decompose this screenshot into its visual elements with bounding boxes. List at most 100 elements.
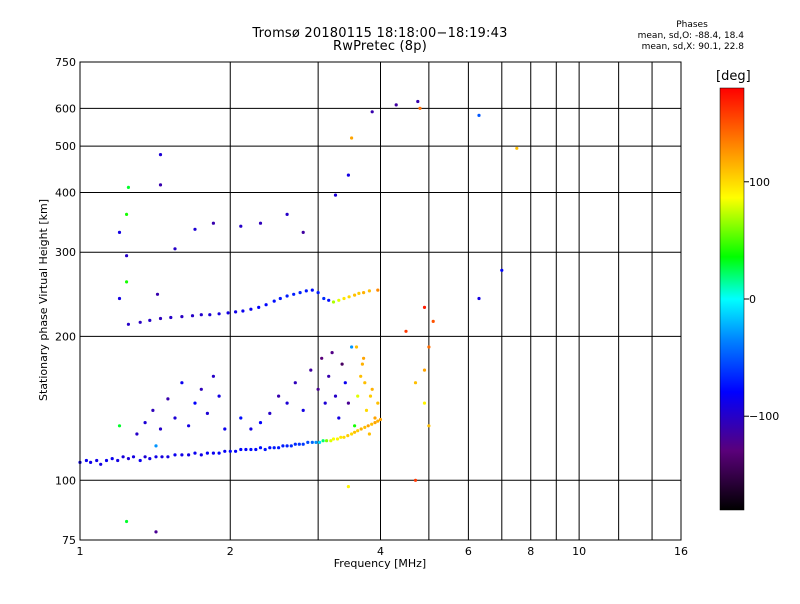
data-point <box>241 309 245 313</box>
data-point <box>117 296 122 301</box>
data-point <box>193 451 197 455</box>
data-point <box>272 299 276 303</box>
data-points <box>78 99 519 534</box>
data-point <box>125 280 129 284</box>
colorbar-tick-label: 0 <box>749 293 756 306</box>
data-point <box>223 449 227 453</box>
data-point <box>477 113 481 117</box>
data-point <box>143 421 147 425</box>
data-point <box>427 424 431 428</box>
data-point <box>154 530 158 534</box>
data-point <box>193 227 197 231</box>
data-point <box>416 99 420 104</box>
data-point <box>125 519 129 524</box>
data-point <box>99 462 103 466</box>
data-point <box>360 362 364 366</box>
data-point <box>131 455 136 459</box>
data-point <box>331 300 336 304</box>
data-point <box>354 345 359 349</box>
data-point <box>301 408 305 412</box>
x-tick-label: 2 <box>227 545 234 558</box>
data-point <box>89 460 93 464</box>
data-point <box>199 387 203 391</box>
x-tick-label: 8 <box>527 545 534 558</box>
data-point <box>346 173 350 177</box>
data-point <box>316 291 320 295</box>
data-point <box>268 446 272 450</box>
y-tick-label: 750 <box>55 56 76 69</box>
data-point <box>373 416 377 420</box>
data-point <box>199 453 203 457</box>
x-tick-label: 6 <box>465 545 472 558</box>
data-point <box>285 401 289 405</box>
data-point <box>337 298 341 302</box>
data-point <box>363 381 367 385</box>
data-point <box>285 294 289 298</box>
data-point <box>363 425 367 429</box>
data-point <box>310 288 314 292</box>
data-point <box>190 314 195 318</box>
data-point <box>151 408 155 412</box>
data-point <box>327 374 331 378</box>
data-point <box>298 291 302 295</box>
data-point <box>258 221 263 225</box>
data-point <box>292 292 296 296</box>
data-point <box>359 374 363 378</box>
data-point <box>277 394 281 398</box>
data-point <box>376 401 380 405</box>
data-point <box>293 381 297 385</box>
data-point <box>356 394 360 398</box>
data-point <box>322 296 326 301</box>
data-point <box>211 451 215 455</box>
y-axis-ticks: 75 100 200 300 400 500 600 750 <box>55 56 76 547</box>
data-point <box>217 451 221 455</box>
data-point <box>353 430 357 434</box>
data-point <box>330 351 334 355</box>
data-point <box>257 305 261 309</box>
data-point <box>121 455 125 459</box>
data-point <box>173 453 177 457</box>
y-tick-label: 500 <box>55 140 76 153</box>
data-point <box>135 432 139 436</box>
data-point <box>217 394 221 398</box>
data-point <box>193 401 197 405</box>
x-axis-ticks: 1 2 4 6 8 10 16 <box>77 545 689 558</box>
data-point <box>342 435 346 439</box>
data-point <box>126 185 130 189</box>
data-point <box>158 153 163 157</box>
data-point <box>418 106 422 110</box>
data-point <box>301 230 305 234</box>
chart-title: Tromsø 20180115 18:18:00−18:19:43 <box>252 26 508 41</box>
x-tick-label: 10 <box>572 545 586 558</box>
data-point <box>314 440 318 444</box>
data-point <box>154 455 158 459</box>
data-point <box>293 442 297 446</box>
data-point <box>306 440 310 444</box>
data-point <box>368 394 373 398</box>
data-point <box>95 458 99 463</box>
data-point <box>370 110 374 114</box>
data-point <box>370 422 374 426</box>
data-point <box>318 440 322 444</box>
data-point <box>187 424 191 428</box>
data-point <box>254 447 258 452</box>
data-point <box>357 291 361 295</box>
y-axis-label: Stationary phase Virtual Height [km] <box>37 199 50 401</box>
data-point <box>180 453 184 457</box>
data-point <box>350 345 354 349</box>
data-point <box>329 439 333 443</box>
data-point <box>366 424 370 428</box>
data-point <box>427 345 431 349</box>
data-point <box>431 319 435 323</box>
data-point <box>359 427 363 431</box>
data-point <box>158 183 163 187</box>
data-point <box>199 313 203 317</box>
data-point <box>376 288 380 292</box>
data-point <box>310 440 314 444</box>
data-point <box>353 293 357 297</box>
data-point <box>148 457 152 461</box>
colorbar-ticks: 100 0 −100 <box>744 176 779 423</box>
data-point <box>249 307 253 311</box>
data-point <box>309 368 313 372</box>
